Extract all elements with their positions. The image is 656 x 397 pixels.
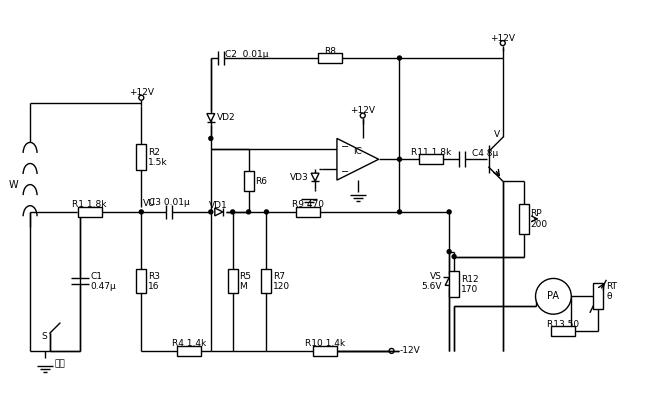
Text: S: S	[41, 331, 47, 341]
Bar	[243, 171, 253, 191]
Circle shape	[398, 56, 401, 60]
Text: R1 1.8k: R1 1.8k	[72, 200, 107, 210]
Polygon shape	[215, 208, 223, 216]
Circle shape	[447, 210, 451, 214]
Text: +12V: +12V	[129, 88, 154, 97]
Text: VU: VU	[143, 199, 156, 208]
Text: PA: PA	[547, 291, 560, 301]
Text: R10 1.4k: R10 1.4k	[305, 339, 345, 349]
Circle shape	[264, 210, 268, 214]
Text: R13 50: R13 50	[547, 320, 579, 329]
Circle shape	[398, 157, 401, 161]
Text: R5
M: R5 M	[239, 272, 252, 291]
Bar	[136, 270, 146, 293]
Bar	[262, 270, 272, 293]
Bar	[78, 207, 102, 217]
Text: +12V: +12V	[350, 106, 375, 115]
Circle shape	[139, 210, 143, 214]
Polygon shape	[445, 278, 453, 285]
Text: R4 1.4k: R4 1.4k	[172, 339, 206, 349]
Bar	[552, 326, 575, 336]
Bar	[318, 53, 342, 63]
Polygon shape	[337, 139, 379, 180]
Polygon shape	[311, 173, 319, 181]
Bar	[419, 154, 443, 164]
Text: VS
5.6V: VS 5.6V	[422, 272, 442, 291]
Circle shape	[452, 254, 456, 258]
Text: RT
θ: RT θ	[606, 281, 617, 301]
Circle shape	[398, 210, 401, 214]
Text: +12V: +12V	[490, 34, 515, 42]
Text: VD3: VD3	[291, 173, 309, 182]
Bar	[313, 346, 337, 356]
Bar	[519, 204, 529, 234]
Bar	[593, 283, 603, 309]
Text: −: −	[341, 142, 349, 152]
Circle shape	[247, 210, 251, 214]
Text: VD2: VD2	[216, 113, 236, 122]
Text: C3 0.01μ: C3 0.01μ	[149, 198, 190, 208]
Text: VD1: VD1	[209, 201, 228, 210]
Text: R12
170: R12 170	[461, 275, 479, 294]
Bar	[177, 346, 201, 356]
Text: C2  0.01μ: C2 0.01μ	[225, 50, 268, 58]
Bar	[228, 270, 237, 293]
Bar	[297, 207, 320, 217]
Bar	[136, 145, 146, 170]
Text: C4 8μ: C4 8μ	[472, 149, 499, 158]
Circle shape	[231, 210, 235, 214]
Text: RP
200: RP 200	[531, 209, 548, 229]
Circle shape	[447, 250, 451, 254]
Text: R9 470: R9 470	[292, 200, 324, 210]
Text: R6: R6	[255, 177, 268, 186]
Polygon shape	[207, 114, 215, 121]
Bar	[449, 272, 459, 297]
Text: R8: R8	[324, 46, 336, 56]
Text: W: W	[9, 179, 18, 190]
Circle shape	[209, 210, 213, 214]
Text: R7
120: R7 120	[274, 272, 291, 291]
Text: 搭铁: 搭铁	[55, 359, 66, 368]
Text: IC: IC	[354, 147, 362, 156]
Text: R11 1.8k: R11 1.8k	[411, 148, 451, 157]
Text: -12V: -12V	[400, 347, 420, 355]
Text: C1
0.47μ: C1 0.47μ	[91, 272, 116, 291]
Circle shape	[535, 278, 571, 314]
Text: V: V	[494, 130, 500, 139]
Text: R2
1.5k: R2 1.5k	[148, 148, 168, 167]
Text: −: −	[341, 167, 349, 177]
Circle shape	[209, 137, 213, 141]
Text: R3
16: R3 16	[148, 272, 160, 291]
